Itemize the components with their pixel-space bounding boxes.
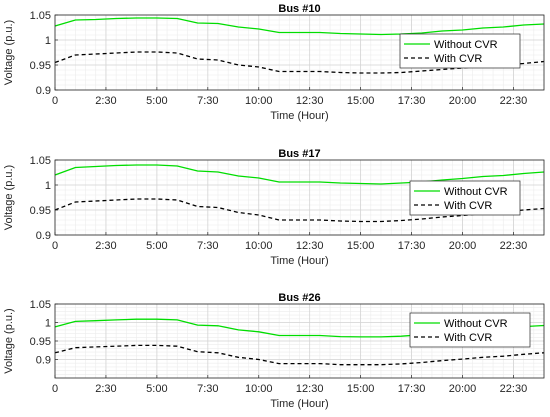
x-tick-label: 5:00 [146,240,167,252]
x-tick-label: 2:30 [95,383,116,395]
x-tick-label: 22:30 [500,95,528,107]
y-tick-label: 1.05 [30,155,51,167]
x-tick-label: 17:30 [398,240,426,252]
x-tick-label: 7:30 [197,95,218,107]
x-tick-label: 17:30 [398,95,426,107]
y-tick-label: 1 [45,35,51,47]
chart-panel-3: 0 2:30 5:00 7:30 10:00 12:30 15:00 17:30 20:00 22… [3,292,545,410]
x-tick-label: 20:00 [449,95,477,107]
series-line-2 [54,198,545,223]
x-tick-label: 5:00 [146,383,167,395]
y-tick-label: 1 [45,180,51,192]
x-tick-label: 10:00 [245,383,273,395]
legend-label-1: Without CVR [434,39,498,51]
x-tick-label: 20:00 [449,240,477,252]
x-tick-label: 15:00 [347,240,375,252]
x-tick-label: 15:00 [347,383,375,395]
x-tick-label: 12:30 [296,240,324,252]
x-tick-label: 0 [52,240,58,252]
x-tick-label: 15:00 [347,95,375,107]
chart-title: Bus #10 [278,3,320,15]
legend-label-2: With CVR [434,53,482,65]
chart-title: Bus #17 [278,148,320,160]
y-axis-label: Voltage (p.u.) [3,308,15,373]
y-tick-label: 1.05 [30,10,51,22]
axes-frame [54,159,545,236]
series-line-2 [54,344,545,366]
y-tick-label: 1.05 [30,299,51,311]
legend-box [409,312,531,348]
y-tick-label: 0.95 [30,60,51,72]
legend-box [399,33,521,69]
legend-label-1: Without CVR [444,186,508,198]
axes-frame [54,14,545,91]
legend-label-1: Without CVR [444,318,508,330]
y-tick-label: 0.95 [30,205,51,217]
legend: Without CVR With CVR [409,180,521,216]
x-tick-label: 10:00 [245,240,273,252]
legend: Without CVR With CVR [409,312,531,348]
y-axis-label: Voltage (p.u.) [3,20,15,85]
x-tick-label: 12:30 [296,383,324,395]
series-line-1 [54,17,545,36]
x-tick-label: 5:00 [146,95,167,107]
y-tick-label: 1 [45,318,51,330]
chart-title: Bus #26 [278,292,320,304]
y-axis-label: Voltage (p.u.) [3,165,15,230]
x-tick-label: 22:30 [500,383,528,395]
x-tick-label: 7:30 [197,383,218,395]
x-axis-label: Time (Hour) [270,110,328,122]
series-line-1 [54,164,545,185]
chart-panel-2: 0 2:30 5:00 7:30 10:00 12:30 15:00 17:30 20:00 22… [3,148,545,267]
x-tick-label: 12:30 [296,95,324,107]
y-tick-label: 0.9 [36,355,51,367]
legend-box [409,180,521,216]
legend: Without CVR With CVR [399,33,521,69]
series-line-2 [54,51,545,74]
x-tick-label: 0 [52,383,58,395]
y-tick-label: 0.9 [36,230,51,242]
x-tick-label: 20:00 [449,383,477,395]
x-tick-label: 10:00 [245,95,273,107]
x-tick-label: 0 [52,95,58,107]
legend-label-2: With CVR [444,200,492,212]
y-tick-label: 0.95 [30,336,51,348]
x-axis-label: Time (Hour) [270,398,328,410]
chart-panel-1: 0 2:30 5:00 7:30 10:00 12:30 15:00 17:30 20:00 22… [3,3,545,122]
x-tick-label: 22:30 [500,240,528,252]
x-tick-label: 17:30 [398,383,426,395]
x-axis-label: Time (Hour) [270,255,328,267]
x-tick-label: 2:30 [95,95,116,107]
x-tick-label: 2:30 [95,240,116,252]
y-tick-label: 0.9 [36,85,51,97]
legend-label-2: With CVR [444,332,492,344]
x-tick-label: 7:30 [197,240,218,252]
